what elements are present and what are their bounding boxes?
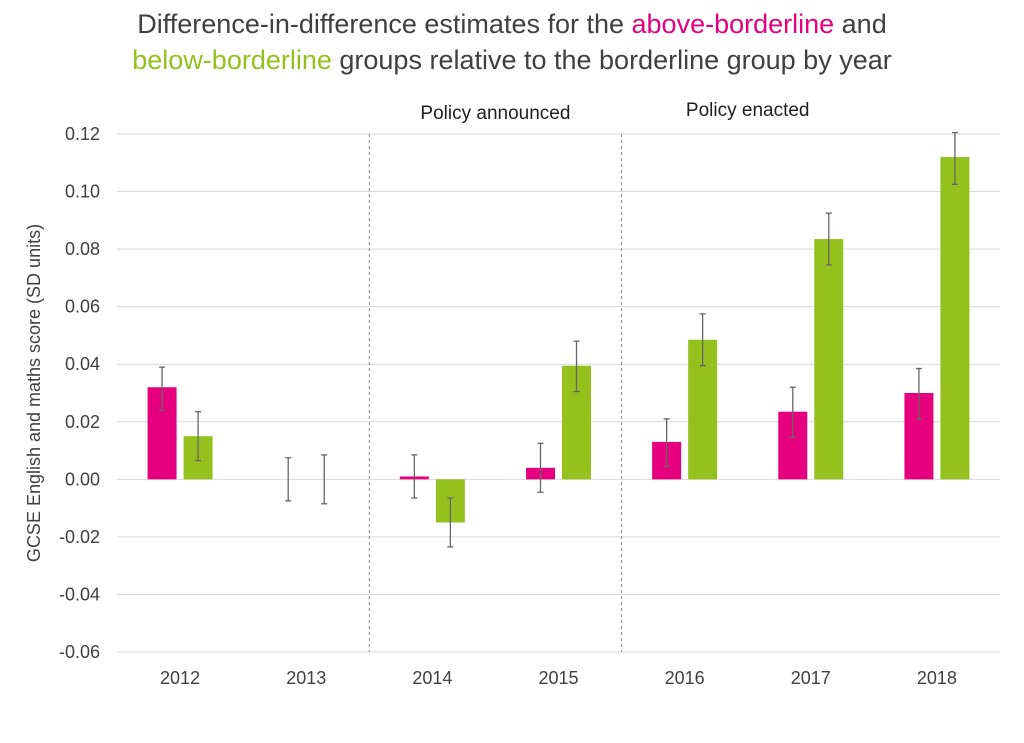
annotations: Policy announced Policy enacted bbox=[420, 100, 809, 124]
x-tick-label: 2012 bbox=[160, 668, 200, 688]
error-bars bbox=[159, 131, 958, 548]
y-tick-label: 0.00 bbox=[65, 469, 100, 489]
title-highlight-below: below-borderline bbox=[132, 45, 332, 75]
title-part-3: groups relative to the borderline group … bbox=[331, 45, 892, 75]
x-tick-label: 2014 bbox=[412, 668, 452, 688]
x-axis-ticks: 2012 2013 2014 2015 2016 2017 2018 bbox=[160, 668, 957, 688]
y-tick-label: 0.06 bbox=[65, 297, 100, 317]
policy-annotation: Policy enacted bbox=[686, 100, 810, 121]
chart-title: Difference-in-difference estimates for t… bbox=[0, 6, 1024, 78]
policy-dividers bbox=[368, 134, 623, 652]
bar-below-borderline bbox=[940, 157, 970, 480]
policy-annotation: Policy announced bbox=[420, 103, 570, 124]
y-tick-label: 0.02 bbox=[65, 412, 100, 432]
x-tick-label: 2018 bbox=[917, 668, 957, 688]
x-tick-label: 2017 bbox=[791, 668, 831, 688]
y-tick-label: 0.04 bbox=[65, 354, 100, 374]
title-part-2: and bbox=[834, 9, 887, 39]
title-line-2: below-borderline groups relative to the … bbox=[0, 42, 1024, 78]
title-highlight-above: above-borderline bbox=[631, 9, 835, 39]
y-tick-label: -0.02 bbox=[59, 527, 100, 547]
y-tick-label: -0.06 bbox=[59, 642, 100, 662]
y-axis-title: GCSE English and maths score (SD units) bbox=[24, 224, 44, 562]
x-tick-label: 2016 bbox=[665, 668, 705, 688]
y-axis-ticks: -0.06 -0.04 -0.02 0.00 0.02 0.04 0.06 0.08 0.10 0… bbox=[59, 124, 100, 662]
title-part-1: Difference-in-difference estimates for t… bbox=[137, 9, 632, 39]
y-tick-label: 0.12 bbox=[65, 124, 100, 144]
x-tick-label: 2013 bbox=[286, 668, 326, 688]
title-line-1: Difference-in-difference estimates for t… bbox=[0, 6, 1024, 42]
y-tick-label: 0.10 bbox=[65, 182, 100, 202]
bars bbox=[147, 157, 970, 523]
bar-below-borderline bbox=[814, 239, 844, 480]
gridlines bbox=[117, 133, 1000, 653]
y-tick-label: -0.04 bbox=[59, 584, 100, 604]
x-tick-label: 2015 bbox=[538, 668, 578, 688]
y-tick-label: 0.08 bbox=[65, 239, 100, 259]
